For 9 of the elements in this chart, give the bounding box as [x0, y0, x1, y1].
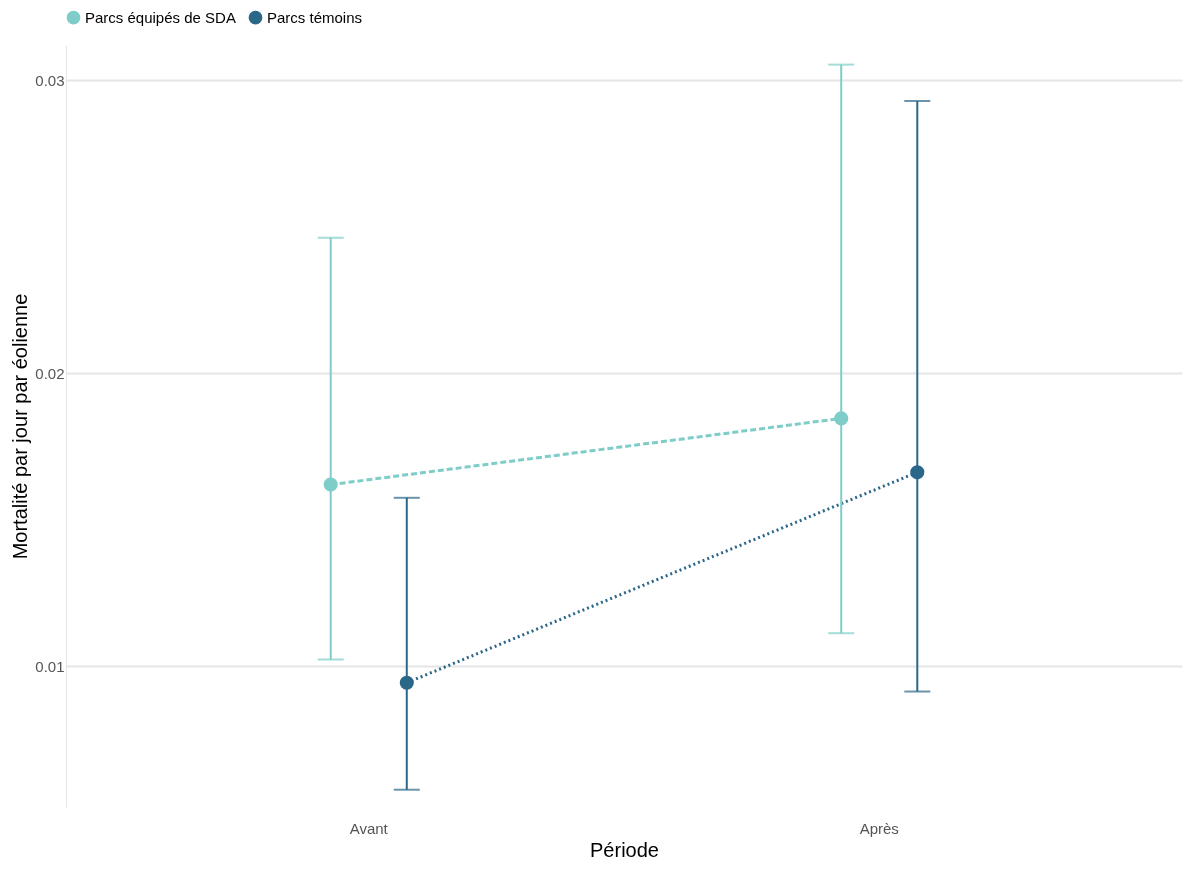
y-tick-label: 0.03 — [35, 71, 65, 89]
y-tick-label: 0.02 — [35, 364, 65, 382]
legend-label: Parcs témoins — [267, 8, 363, 26]
legend-label: Parcs équipés de SDA — [85, 8, 236, 26]
x-tick-label: Avant — [349, 819, 389, 837]
x-tick-label: Après — [859, 819, 899, 837]
x-axis-title: Période — [590, 838, 659, 861]
y-axis-title: Mortalité par jour par éolienne — [9, 293, 32, 560]
y-tick-label: 0.01 — [35, 657, 65, 675]
